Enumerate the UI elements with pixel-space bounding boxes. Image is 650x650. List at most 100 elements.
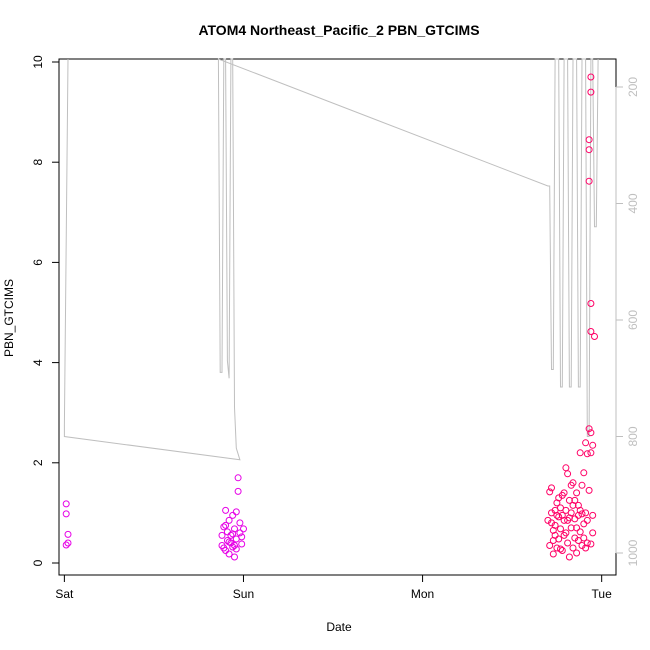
- data-point: [220, 523, 228, 531]
- data-point: [234, 487, 242, 495]
- plot-area-frame: [58, 58, 617, 576]
- y2-tick-label: 800: [626, 426, 640, 446]
- data-point: [222, 506, 230, 514]
- data-point: [565, 553, 573, 561]
- data-point: [562, 529, 570, 537]
- x-tick-label: Sun: [233, 587, 254, 601]
- data-point: [229, 543, 237, 551]
- data-point: [560, 489, 568, 497]
- data-point: [555, 513, 563, 521]
- data-point: [551, 521, 559, 529]
- data-point: [225, 516, 233, 524]
- data-point: [576, 528, 584, 536]
- data-point: [222, 521, 230, 529]
- data-point: [587, 328, 595, 335]
- data-point: [558, 511, 566, 519]
- data-point: [62, 500, 70, 508]
- data-point: [227, 531, 235, 539]
- data-point: [574, 537, 582, 544]
- depth-trace: [63, 58, 599, 461]
- data-point: [578, 481, 586, 489]
- data-point: [587, 73, 595, 81]
- data-point: [557, 545, 564, 553]
- data-point: [583, 539, 591, 547]
- data-point: [218, 531, 226, 539]
- data-point: [589, 529, 597, 537]
- data-point: [582, 439, 590, 447]
- data-point: [585, 177, 593, 185]
- data-point: [549, 550, 557, 558]
- data-point: [564, 470, 572, 478]
- data-point: [573, 549, 581, 557]
- y-tick-label: 0: [31, 559, 45, 566]
- y-tick-label: 10: [31, 55, 45, 69]
- data-point: [585, 146, 593, 154]
- x-axis: Sat Sun Mon Tue: [55, 574, 613, 601]
- y-tick-label: 2: [31, 459, 45, 466]
- data-point: [573, 524, 581, 532]
- data-point: [555, 494, 563, 502]
- data-point: [564, 539, 572, 547]
- y2-tick-label: 200: [626, 77, 640, 97]
- data-point: [222, 547, 230, 554]
- depth-line: [63, 58, 599, 461]
- data-point: [62, 541, 70, 549]
- data-point: [576, 506, 584, 514]
- data-point: [562, 464, 570, 472]
- y-tick-label: 8: [31, 159, 45, 166]
- data-point: [587, 88, 595, 96]
- data-point: [582, 544, 590, 552]
- data-point: [236, 529, 244, 537]
- data-point: [231, 553, 238, 561]
- data-point: [587, 429, 595, 437]
- data-point: [580, 520, 588, 528]
- data-point: [580, 469, 588, 477]
- data-point: [583, 516, 591, 524]
- data-point: [232, 545, 240, 553]
- data-point: [229, 530, 237, 538]
- data-point: [62, 510, 70, 518]
- x-tick-label: Tue: [592, 587, 613, 601]
- y-axis-label: PBN_GTCIMS: [2, 279, 16, 357]
- data-point: [589, 441, 597, 449]
- data-point: [585, 425, 593, 433]
- data-point: [238, 540, 246, 548]
- data-point: [585, 486, 593, 494]
- data-point: [236, 519, 244, 527]
- data-point: [557, 525, 564, 533]
- data-point: [548, 484, 555, 492]
- y2-tick-label: 400: [626, 193, 640, 213]
- data-point: [64, 539, 72, 547]
- data-point: [564, 516, 572, 524]
- data-point: [583, 450, 591, 458]
- data-point: [225, 538, 233, 546]
- data-point: [232, 508, 240, 516]
- data-point: [229, 511, 237, 519]
- data-point: [569, 544, 577, 552]
- data-point: [225, 550, 233, 558]
- data-point: [553, 511, 561, 519]
- data-point: [567, 524, 575, 532]
- data-point: [587, 540, 595, 548]
- data-point: [589, 511, 597, 519]
- data-point: [234, 474, 242, 482]
- y-tick-label: 4: [31, 359, 45, 366]
- data-point: [546, 542, 554, 549]
- data-points: [62, 73, 598, 561]
- data-point: [558, 547, 566, 554]
- x-axis-label: Date: [326, 620, 352, 634]
- data-point: [587, 300, 595, 307]
- y-axis: 0 2 4 6 8 10: [31, 55, 60, 566]
- data-point: [240, 525, 247, 533]
- data-point: [546, 488, 554, 496]
- y2-axis: 200 400 600 800 1000: [615, 77, 640, 566]
- x-tick-label: Sat: [55, 587, 74, 601]
- y-tick-label: 6: [31, 259, 45, 266]
- data-point: [587, 449, 595, 457]
- data-point: [576, 449, 584, 457]
- data-point: [565, 496, 573, 504]
- data-point: [64, 530, 72, 538]
- data-point: [591, 333, 598, 340]
- data-point: [231, 542, 238, 549]
